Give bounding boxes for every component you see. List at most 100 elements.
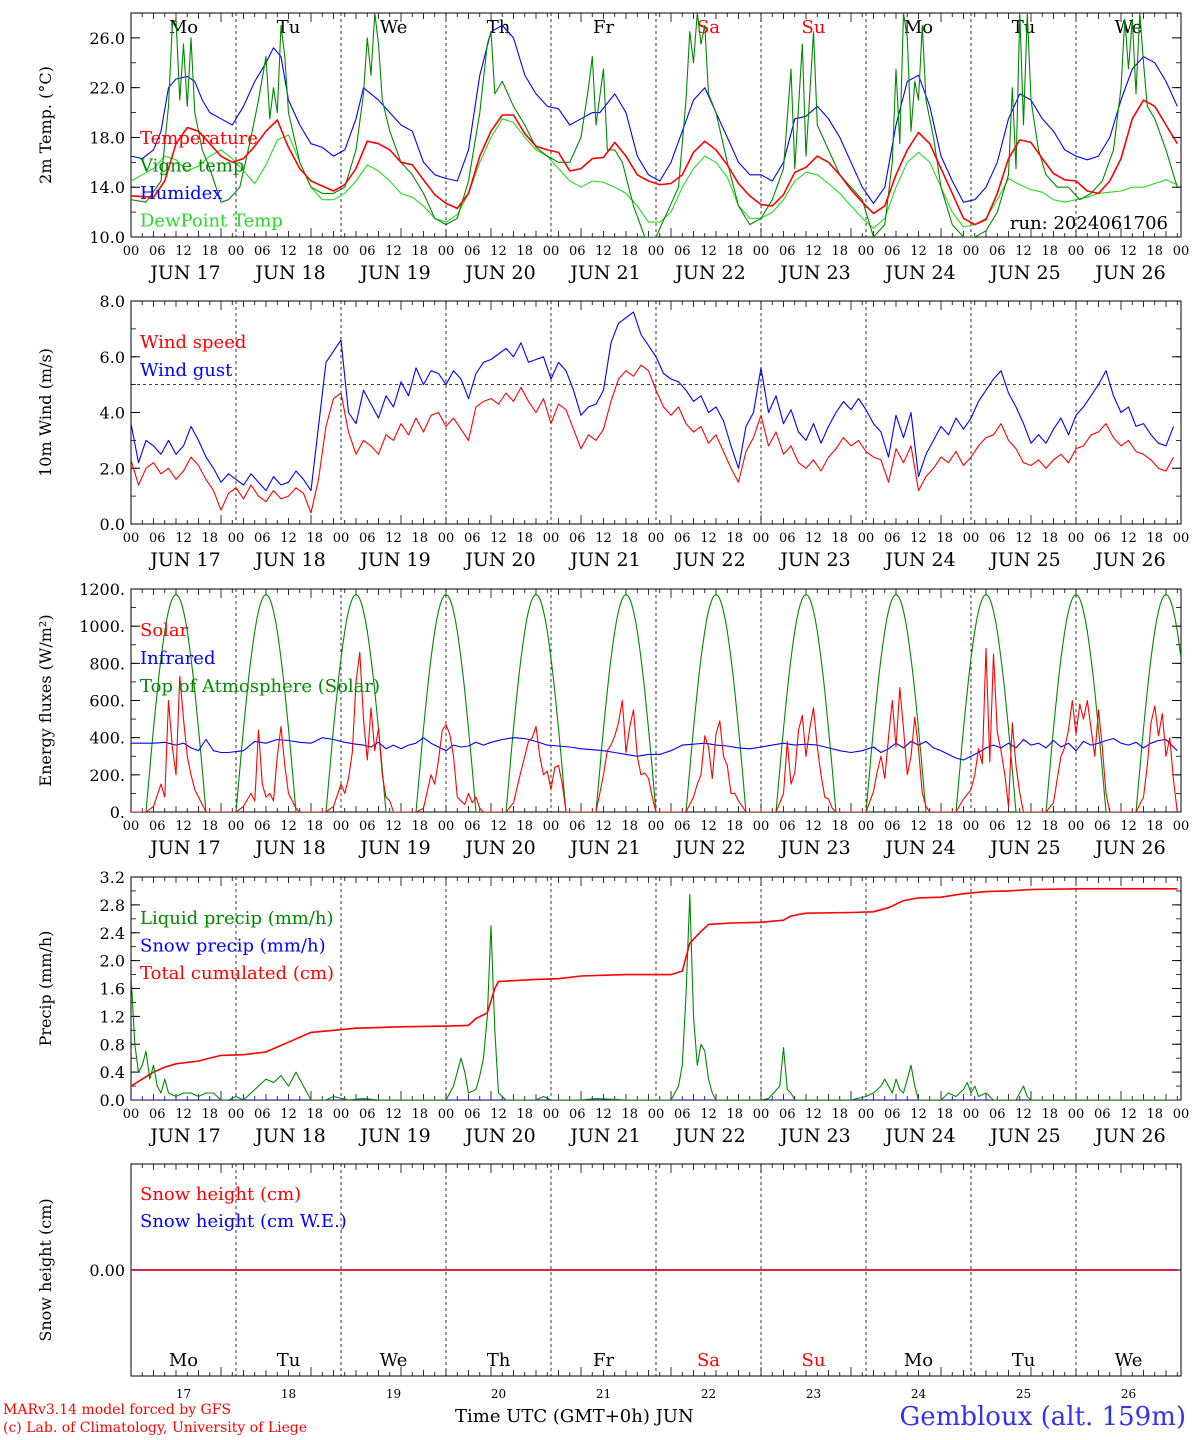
date-label: JUN 24 [883, 1125, 955, 1147]
hour-tick-label: 18 [936, 531, 953, 546]
hour-tick-label: 00 [648, 1107, 665, 1122]
hour-tick-label: 00 [1173, 1107, 1190, 1122]
hour-tick-label: 06 [254, 819, 271, 834]
weekday-label: Sa [697, 1350, 720, 1371]
hour-tick-label: 00 [438, 244, 455, 259]
hour-tick-label: 00 [963, 531, 980, 546]
hour-tick-label: 00 [123, 1107, 140, 1122]
station-label[interactable]: Gembloux (alt. 159m) [899, 1402, 1186, 1432]
hour-tick-label: 12 [385, 244, 402, 259]
date-label: JUN 22 [673, 549, 745, 571]
hour-tick-label: 06 [1094, 819, 1111, 834]
hour-tick-label: 00 [1068, 819, 1085, 834]
weekday-label: Tu [277, 1350, 301, 1371]
model-credit: MARv3.14 model forced by GFS [3, 1402, 232, 1418]
series-wind-gust [131, 311, 1175, 492]
legend-entry: Snow height (cm W.E.) [140, 1211, 347, 1232]
y-axis-label: Energy fluxes (W/m²) [36, 614, 55, 786]
hour-tick-label: 00 [1068, 1107, 1085, 1122]
hour-tick-label: 06 [1094, 531, 1111, 546]
hour-tick-label: 00 [1068, 531, 1085, 546]
hour-tick-label: 06 [989, 244, 1006, 259]
y-tick-label: 4.0 [100, 404, 125, 423]
hour-tick-label: 12 [595, 244, 612, 259]
y-tick-label: 18.0 [89, 128, 125, 147]
y-tick-label: 2.0 [100, 952, 125, 971]
legend-entry: Snow precip (mm/h) [140, 936, 326, 957]
hour-tick-label: 12 [1015, 819, 1032, 834]
y-tick-label: 1200. [79, 580, 125, 599]
hour-tick-label: 00 [963, 819, 980, 834]
day-number-label: 23 [806, 1387, 821, 1401]
hour-tick-label: 12 [490, 244, 507, 259]
y-tick-label: 0. [110, 803, 125, 822]
hour-tick-label: 00 [228, 1107, 245, 1122]
hour-tick-label: 00 [753, 1107, 770, 1122]
hour-tick-label: 18 [726, 1107, 743, 1122]
date-label: JUN 25 [988, 837, 1060, 859]
x-axis-caption: Time UTC (GMT+0h) JUN [455, 1406, 694, 1427]
date-label: JUN 22 [673, 837, 745, 859]
weekday-label: We [1115, 1350, 1143, 1371]
weekday-label: We [1115, 17, 1143, 38]
lab-credit: (c) Lab. of Climatology, University of L… [3, 1420, 308, 1436]
y-axis-label: 10m Wind (m/s) [36, 348, 55, 477]
hour-tick-label: 00 [543, 244, 560, 259]
hour-tick-label: 12 [175, 244, 192, 259]
hour-tick-label: 12 [700, 531, 717, 546]
hour-tick-label: 06 [464, 244, 481, 259]
hour-tick-label: 12 [1120, 819, 1137, 834]
hour-tick-label: 06 [1094, 244, 1111, 259]
hour-tick-label: 12 [1015, 531, 1032, 546]
y-tick-label: 200. [89, 766, 125, 785]
hour-tick-label: 00 [333, 531, 350, 546]
date-label: JUN 26 [1093, 1125, 1165, 1147]
series-group [131, 13, 1178, 237]
y-tick-label: 2.8 [100, 896, 125, 915]
hour-tick-label: 00 [648, 244, 665, 259]
date-label: JUN 18 [253, 549, 325, 571]
date-label: JUN 19 [358, 549, 430, 571]
hour-tick-label: 06 [989, 1107, 1006, 1122]
panel-1: 10.0 14.0 18.0 22.0 26.0 2m Temp. (°C) 00 06 12 1… [36, 12, 1190, 284]
date-label: JUN 18 [253, 1125, 325, 1147]
y-tick-label: 800. [89, 654, 125, 673]
hour-tick-label: 00 [228, 819, 245, 834]
hour-tick-label: 12 [175, 819, 192, 834]
hour-tick-label: 06 [149, 1107, 166, 1122]
hour-tick-label: 06 [149, 244, 166, 259]
hour-tick-label: 12 [490, 1107, 507, 1122]
hour-tick-label: 12 [1120, 531, 1137, 546]
y-tick-label: 26.0 [89, 29, 125, 48]
hour-tick-label: 06 [569, 819, 586, 834]
hour-tick-label: 18 [726, 244, 743, 259]
series-vigne-temp [131, 13, 1178, 237]
legend-entry: DewPoint Temp [140, 211, 283, 232]
y-tick-label: 0.4 [100, 1063, 125, 1082]
date-label: JUN 20 [463, 262, 535, 284]
panel-4: 0.0 0.4 0.8 1.2 1.6 2.0 2.4 2.8 3.2 Precip (mm/h)… [36, 868, 1189, 1147]
date-label: JUN 22 [673, 1125, 745, 1147]
hour-tick-label: 06 [779, 244, 796, 259]
hour-tick-label: 06 [989, 819, 1006, 834]
hour-tick-label: 18 [516, 531, 533, 546]
weekday-label: Tu [1012, 17, 1036, 38]
weekday-label: Mo [904, 1350, 933, 1371]
hour-tick-label: 00 [1173, 244, 1190, 259]
hour-tick-label: 00 [438, 531, 455, 546]
y-tick-label: 10.0 [89, 228, 125, 247]
date-label: JUN 26 [1093, 262, 1165, 284]
weekday-label: Th [487, 1350, 511, 1371]
date-label: JUN 17 [148, 262, 220, 284]
legend-entry: Solar [140, 620, 189, 641]
hour-tick-label: 00 [123, 531, 140, 546]
hour-tick-label: 18 [516, 244, 533, 259]
date-label: JUN 19 [358, 262, 430, 284]
hour-tick-label: 00 [753, 819, 770, 834]
hour-tick-label: 00 [333, 1107, 350, 1122]
hour-tick-label: 12 [385, 531, 402, 546]
hour-tick-label: 06 [464, 531, 481, 546]
date-label: JUN 21 [568, 837, 640, 859]
plot-frame [130, 588, 1182, 813]
hour-tick-label: 18 [306, 1107, 323, 1122]
